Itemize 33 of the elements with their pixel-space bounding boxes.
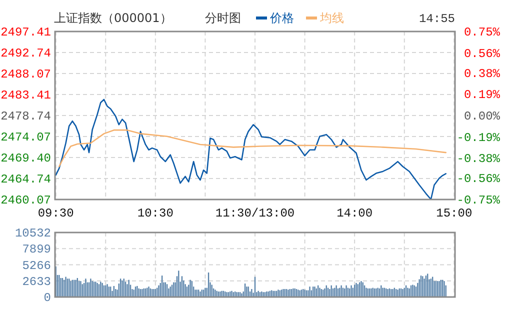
- y-tick-label: 7899: [22, 242, 51, 257]
- y-tick-label: 2469.40: [0, 152, 51, 166]
- x-tick-label: 14:00: [336, 206, 373, 220]
- y-tick-label: 2483.41: [0, 88, 51, 102]
- x-tick-label: 11:30/13:00: [215, 206, 295, 220]
- y2-tick-label: 0.19%: [464, 88, 501, 102]
- chart-title: 上证指数（000001）: [54, 11, 172, 25]
- y-tick-label: 2492.74: [0, 46, 51, 61]
- y2-tick-label: 0.56%: [464, 46, 501, 61]
- x-tick-label: 09:30: [38, 206, 74, 220]
- x-tick-label: 10:30: [137, 206, 174, 220]
- y-tick-label: 0: [44, 291, 51, 305]
- y2-tick-label: 0.00%: [464, 110, 501, 124]
- y2-tick-label: -0.19%: [456, 130, 501, 145]
- y2-tick-label: 0.38%: [464, 66, 501, 81]
- legend-label: 价格: [269, 11, 294, 25]
- y2-tick-label: 0.75%: [464, 26, 501, 40]
- y-tick-label: 10532: [14, 226, 51, 240]
- y2-tick-label: -0.56%: [456, 172, 501, 186]
- legend-label: 均线: [319, 11, 344, 25]
- y-tick-label: 2464.74: [0, 172, 51, 186]
- y-tick-label: 2460.07: [0, 194, 51, 208]
- y2-tick-label: -0.75%: [456, 194, 501, 208]
- chart-subtitle: 分时图: [205, 11, 241, 25]
- y-tick-label: 2633: [22, 274, 51, 289]
- y-tick-label: 2488.07: [0, 68, 51, 82]
- y-tick-label: 2497.41: [0, 26, 51, 40]
- text: 14:55: [418, 12, 455, 26]
- y-tick-label: 2478.74: [0, 110, 51, 124]
- y-tick-label: 5266: [22, 258, 51, 273]
- y2-tick-label: -0.38%: [456, 152, 501, 166]
- y-tick-label: 2474.07: [0, 130, 51, 145]
- x-tick-label: 15:00: [436, 206, 472, 220]
